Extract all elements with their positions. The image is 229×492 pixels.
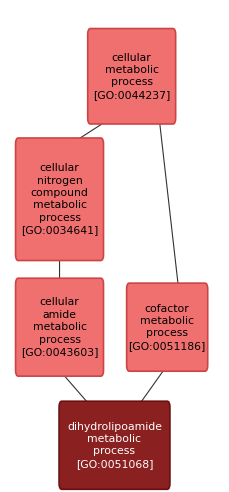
FancyBboxPatch shape xyxy=(127,283,208,371)
FancyBboxPatch shape xyxy=(16,278,104,376)
Text: dihydrolipoamide
metabolic
process
[GO:0051068]: dihydrolipoamide metabolic process [GO:0… xyxy=(67,422,162,469)
FancyBboxPatch shape xyxy=(59,401,170,489)
FancyBboxPatch shape xyxy=(16,138,104,261)
FancyBboxPatch shape xyxy=(88,29,176,124)
Text: cellular
nitrogen
compound
metabolic
process
[GO:0034641]: cellular nitrogen compound metabolic pro… xyxy=(21,163,98,235)
Text: cellular
metabolic
process
[GO:0044237]: cellular metabolic process [GO:0044237] xyxy=(93,53,170,100)
Text: cofactor
metabolic
process
[GO:0051186]: cofactor metabolic process [GO:0051186] xyxy=(128,304,206,351)
Text: cellular
amide
metabolic
process
[GO:0043603]: cellular amide metabolic process [GO:004… xyxy=(21,297,98,357)
